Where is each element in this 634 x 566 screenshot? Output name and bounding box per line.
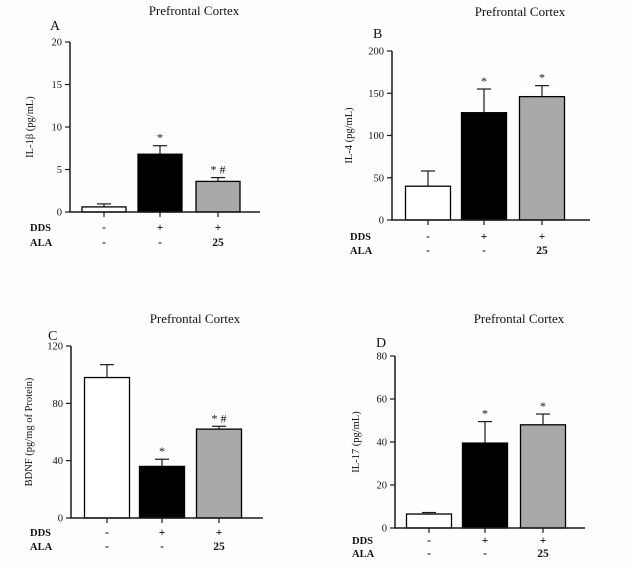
significance-annotation: * xyxy=(540,399,546,413)
y-tick-label: 100 xyxy=(368,131,384,142)
group-row-label: DDS xyxy=(30,223,51,234)
group-row-value: + xyxy=(157,222,164,234)
group-row-label: ALA xyxy=(30,542,53,553)
group-row-value: + xyxy=(482,535,489,547)
group-row-value: - xyxy=(482,245,486,257)
bar-group-2 xyxy=(461,442,509,529)
group-row-label: DDS xyxy=(352,536,373,547)
group-row-value: + xyxy=(481,231,488,243)
y-tick-label: 10 xyxy=(52,123,63,134)
significance-annotation: * xyxy=(481,74,487,88)
chart-title: Prefrontal Cortex xyxy=(150,311,241,326)
y-tick-label: 150 xyxy=(368,89,384,100)
significance-annotation: * xyxy=(482,407,488,421)
bar-group-2 xyxy=(460,112,508,221)
panel-letter: B xyxy=(373,27,382,42)
group-row-value: - xyxy=(102,237,106,249)
bar-group-2 xyxy=(138,465,186,519)
significance-annotation: * xyxy=(539,71,545,85)
group-row-value: - xyxy=(160,541,164,553)
y-tick-label: 50 xyxy=(374,173,385,184)
y-tick-label: 0 xyxy=(58,514,63,525)
y-tick-label: 200 xyxy=(368,47,384,58)
group-row-value: - xyxy=(426,245,430,257)
bar-group-3 xyxy=(518,95,566,221)
group-row-value: + xyxy=(216,527,223,539)
bar-group-2 xyxy=(137,153,183,213)
y-tick-label: 40 xyxy=(53,456,64,467)
group-row-value: - xyxy=(102,222,106,234)
bar-group-3 xyxy=(195,428,243,519)
group-row-value: 25 xyxy=(213,541,225,553)
y-tick-label: 15 xyxy=(52,80,63,91)
chart-title: Prefrontal Cortex xyxy=(149,3,240,18)
panel-letter: A xyxy=(50,19,61,34)
y-axis-label: IL-17 (pg/mL) xyxy=(351,411,362,473)
group-row-label: DDS xyxy=(30,528,51,539)
panel-a-chart: A Prefrontal Cortex * * # 0 5 10 15 20 IL-1β (pg/… xyxy=(25,3,260,249)
group-row-value: - xyxy=(158,237,162,249)
y-tick-label: 5 xyxy=(57,165,62,176)
y-tick-label: 60 xyxy=(377,395,388,406)
group-row-value: - xyxy=(483,548,487,560)
bar-group-1 xyxy=(81,206,127,213)
group-row-label: ALA xyxy=(352,549,375,560)
panel-b-chart: B Prefrontal Cortex * * 0 50 100 150 200 IL-4 (pg… xyxy=(344,4,590,257)
bar-group-3 xyxy=(195,180,241,213)
y-tick-label: 40 xyxy=(377,438,388,449)
bar-group-3 xyxy=(519,424,567,529)
y-tick-label: 0 xyxy=(379,216,384,227)
y-axis-label: BDNF (pg/mg of Protein) xyxy=(24,377,35,486)
group-row-value: + xyxy=(159,527,166,539)
group-row-value: - xyxy=(426,231,430,243)
significance-annotation: * xyxy=(159,444,165,458)
y-tick-label: 20 xyxy=(52,38,63,49)
y-tick-label: 20 xyxy=(377,481,388,492)
group-row-value: - xyxy=(427,535,431,547)
chart-title: Prefrontal Cortex xyxy=(474,311,565,326)
group-row-label: DDS xyxy=(350,232,371,243)
panel-d-chart: D Prefrontal Cortex * * 0 20 40 60 80 IL-17 (pg/m… xyxy=(351,311,585,560)
panel-c-chart: C Prefrontal Cortex * * # 0 40 80 120 BDNF (pg/m… xyxy=(24,311,263,553)
y-tick-label: 80 xyxy=(53,399,64,410)
group-row-value: 25 xyxy=(212,237,224,249)
group-row-label: ALA xyxy=(350,246,373,257)
group-row-value: - xyxy=(105,527,109,539)
y-axis-label: IL-1β (pg/mL) xyxy=(25,96,36,158)
group-row-value: + xyxy=(540,535,547,547)
y-tick-label: 0 xyxy=(57,208,62,219)
group-row-value: - xyxy=(105,541,109,553)
group-row-label: ALA xyxy=(30,238,53,249)
group-row-value: + xyxy=(539,231,546,243)
group-row-value: + xyxy=(215,222,222,234)
significance-annotation: * # xyxy=(212,411,227,425)
significance-annotation: * # xyxy=(211,163,226,177)
panel-letter: C xyxy=(48,329,57,344)
y-tick-label: 0 xyxy=(382,524,387,535)
panel-letter: D xyxy=(376,336,386,351)
group-row-value: 25 xyxy=(537,548,549,560)
bar-group-1 xyxy=(405,513,453,529)
y-tick-label: 80 xyxy=(377,352,388,363)
y-tick-label: 120 xyxy=(47,342,63,353)
bar-group-1 xyxy=(83,376,131,519)
significance-annotation: * xyxy=(157,131,163,145)
group-row-value: 25 xyxy=(536,245,548,257)
bar-group-1 xyxy=(404,185,452,221)
chart-title: Prefrontal Cortex xyxy=(475,4,566,19)
y-axis-label: IL-4 (pg/mL) xyxy=(344,107,355,164)
group-row-value: - xyxy=(427,548,431,560)
